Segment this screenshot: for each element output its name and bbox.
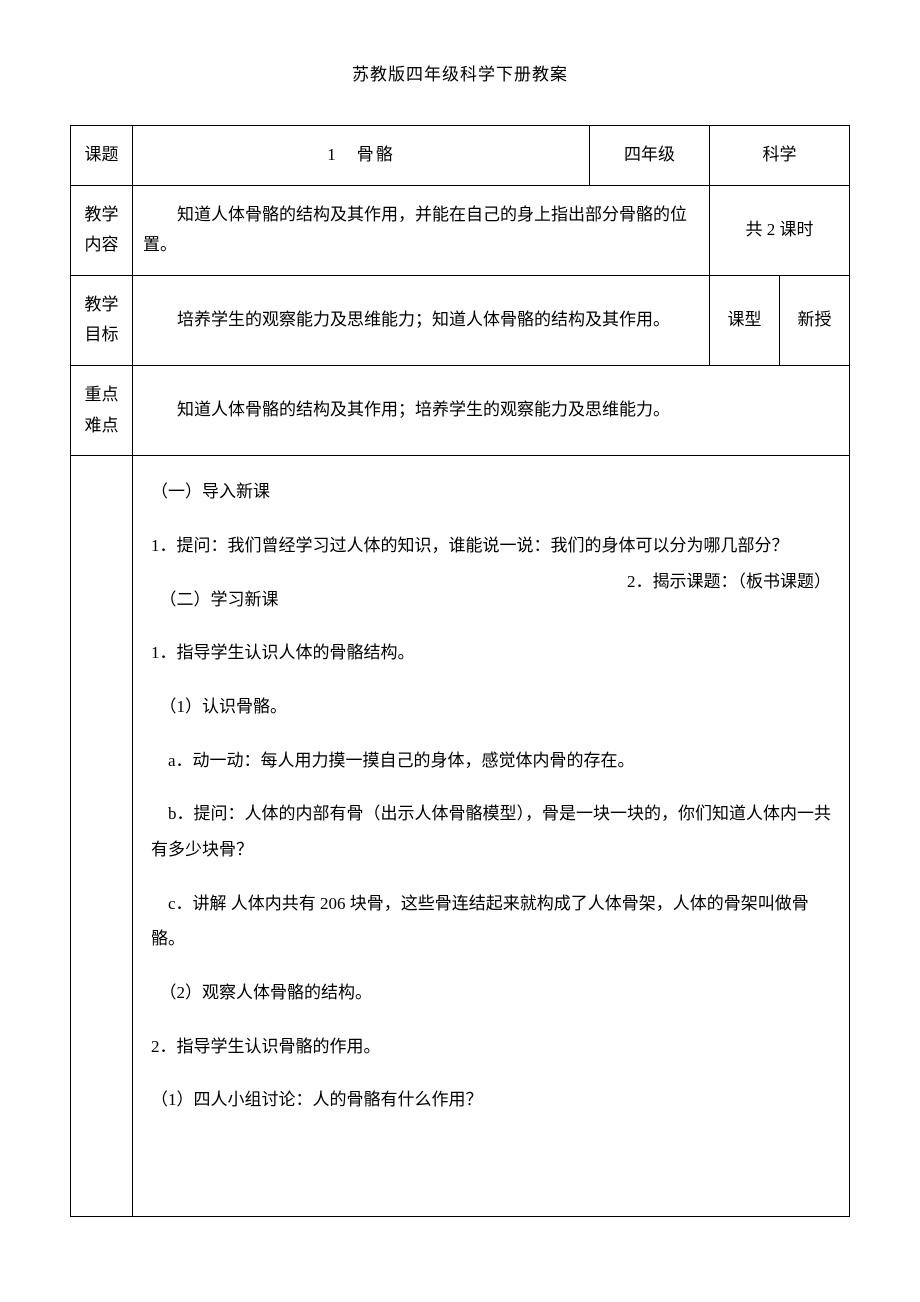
body-p2a: 1．提问：我们曾经学习过人体的知识，谁能说一说：我们的身体可以分为哪几部分？ <box>151 536 789 555</box>
goal-label: 教学目标 <box>71 275 133 365</box>
lessons-value: 共 2 课时 <box>710 185 850 275</box>
body-p7: b．提问：人体的内部有骨（出示人体骨骼模型），骨是一块一块的，你们知道人体内一共… <box>151 796 831 867</box>
body-p2: 1．提问：我们曾经学习过人体的知识，谁能说一说：我们的身体可以分为哪几部分？ 2… <box>151 528 831 564</box>
goal-value: 培养学生的观察能力及思维能力；知道人体骨骼的结构及其作用。 <box>133 275 710 365</box>
type-label: 课型 <box>710 275 780 365</box>
content-value: 知道人体骨骼的结构及其作用，并能在自己的身上指出部分骨骼的位置。 <box>133 185 710 275</box>
row-body: （一）导入新课 1．提问：我们曾经学习过人体的知识，谁能说一说：我们的身体可以分… <box>71 456 850 1217</box>
row-topic: 课题 1 骨骼 四年级 科学 <box>71 126 850 186</box>
body-p10: 2．指导学生认识骨骼的作用。 <box>151 1029 831 1065</box>
focus-value: 知道人体骨骼的结构及其作用；培养学生的观察能力及思维能力。 <box>133 365 850 455</box>
body-p6: a．动一动：每人用力摸一摸自己的身体，感觉体内骨的存在。 <box>151 743 831 779</box>
body-p8: c．讲解 人体内共有 206 块骨，这些骨连结起来就构成了人体骨架，人体的骨架叫… <box>151 886 831 957</box>
body-spacer <box>71 456 133 1217</box>
subject-value: 科学 <box>710 126 850 186</box>
body-p4: 1．指导学生认识人体的骨骼结构。 <box>151 635 831 671</box>
body-p5: （1）认识骨骼。 <box>151 689 831 725</box>
lesson-plan-table: 课题 1 骨骼 四年级 科学 教学内容 知道人体骨骼的结构及其作用，并能在自己的… <box>70 125 850 1217</box>
lesson-body: （一）导入新课 1．提问：我们曾经学习过人体的知识，谁能说一说：我们的身体可以分… <box>133 456 850 1217</box>
body-p9: （2）观察人体骨骼的结构。 <box>151 975 831 1011</box>
content-label: 教学内容 <box>71 185 133 275</box>
grade-value: 四年级 <box>590 126 710 186</box>
row-focus: 重点难点 知道人体骨骼的结构及其作用；培养学生的观察能力及思维能力。 <box>71 365 850 455</box>
body-p2b: 2．揭示课题：（板书课题） <box>627 564 831 600</box>
row-content: 教学内容 知道人体骨骼的结构及其作用，并能在自己的身上指出部分骨骼的位置。 共 … <box>71 185 850 275</box>
topic-value: 1 骨骼 <box>133 126 590 186</box>
focus-label: 重点难点 <box>71 365 133 455</box>
type-value: 新授 <box>780 275 850 365</box>
doc-title: 苏教版四年级科学下册教案 <box>70 60 850 85</box>
body-p11: （1）四人小组讨论：人的骨骼有什么作用？ <box>151 1082 831 1118</box>
body-p1: （一）导入新课 <box>151 474 831 510</box>
row-goal: 教学目标 培养学生的观察能力及思维能力；知道人体骨骼的结构及其作用。 课型 新授 <box>71 275 850 365</box>
topic-label: 课题 <box>71 126 133 186</box>
